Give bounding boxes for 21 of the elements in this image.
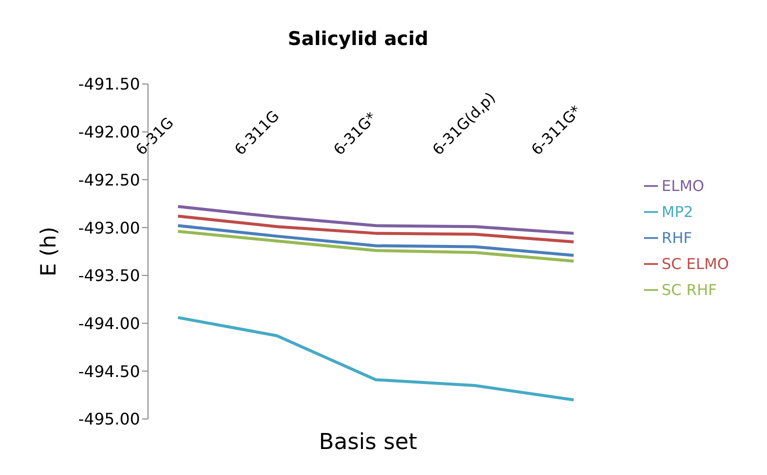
line-series — [176, 230, 576, 263]
legend-label: ELMO — [662, 176, 704, 194]
y-tick-label: -493.00 — [78, 218, 140, 238]
line-series — [176, 205, 576, 235]
y-tick-label: -491.50 — [78, 74, 140, 94]
line-series — [176, 214, 576, 244]
y-tick-label: -493.50 — [78, 266, 140, 286]
legend-label: SC ELMO — [662, 254, 729, 272]
y-axis-title: E (h) — [36, 226, 60, 276]
y-tick-label: -492.00 — [78, 122, 140, 142]
line-series — [176, 224, 576, 257]
legend-label: SC RHF — [662, 280, 717, 298]
x-axis-title: Basis set — [318, 430, 418, 455]
y-tick-label: -492.50 — [78, 170, 140, 190]
y-tick-label: -494.50 — [78, 362, 140, 381]
legend-label: RHF — [662, 228, 692, 246]
y-tick-label: -495.00 — [78, 410, 140, 429]
legend-label: MP2 — [662, 202, 694, 220]
chart-title: Salicylid acid — [286, 28, 430, 50]
line-series — [176, 316, 576, 402]
y-tick-label: -494.00 — [78, 314, 140, 333]
